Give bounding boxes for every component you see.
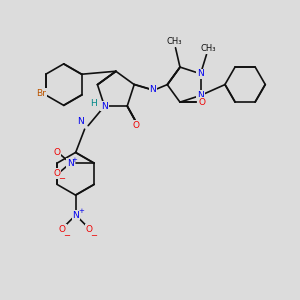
Text: CH₃: CH₃: [200, 44, 216, 53]
Text: O: O: [54, 148, 61, 157]
Text: N: N: [197, 69, 204, 78]
Text: −: −: [58, 174, 65, 183]
Text: O: O: [54, 169, 61, 178]
Text: −: −: [90, 231, 97, 240]
Text: N: N: [197, 91, 204, 100]
Text: N: N: [101, 102, 108, 111]
Text: +: +: [71, 157, 77, 163]
Text: O: O: [133, 121, 140, 130]
Text: +: +: [79, 208, 85, 214]
Text: N: N: [77, 117, 83, 126]
Text: O: O: [59, 225, 66, 234]
Text: H: H: [90, 99, 97, 108]
Text: CH₃: CH₃: [166, 37, 182, 46]
Text: N: N: [150, 85, 156, 94]
Text: −: −: [63, 231, 70, 240]
Text: N: N: [67, 159, 74, 168]
Text: N: N: [72, 211, 79, 220]
Text: O: O: [199, 98, 206, 106]
Text: O: O: [85, 225, 93, 234]
Text: Br: Br: [36, 89, 46, 98]
